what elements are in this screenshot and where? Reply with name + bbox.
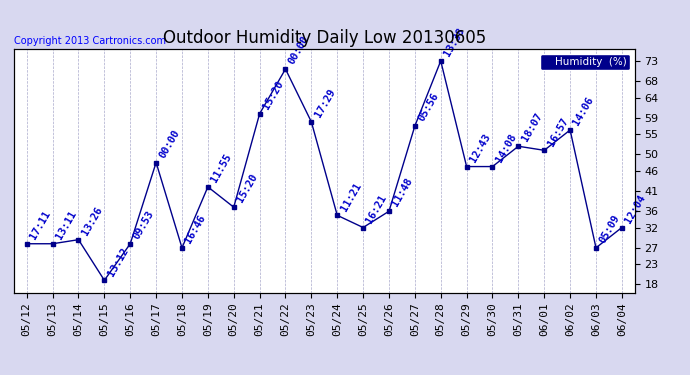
Text: 12:04: 12:04 [623,193,647,225]
Text: 16:21: 16:21 [364,193,388,225]
Text: 15:20: 15:20 [261,79,285,111]
Text: 17:29: 17:29 [313,87,337,119]
Text: 11:55: 11:55 [209,152,233,184]
Text: 16:57: 16:57 [546,116,570,147]
Text: Copyright 2013 Cartronics.com: Copyright 2013 Cartronics.com [14,36,166,46]
Text: 13:11: 13:11 [54,209,78,241]
Text: 09:53: 09:53 [132,209,156,241]
Text: 18:07: 18:07 [520,111,544,144]
Text: 00:00: 00:00 [157,128,181,160]
Text: 00:00: 00:00 [287,34,311,66]
Text: 11:21: 11:21 [339,180,363,213]
Text: 05:56: 05:56 [416,91,440,123]
Text: 14:06: 14:06 [571,95,595,127]
Text: 17:11: 17:11 [28,209,52,241]
Text: 05:09: 05:09 [598,213,622,245]
Text: 13:12: 13:12 [106,246,130,278]
Text: 13:26: 13:26 [80,205,104,237]
Legend: Humidity  (%): Humidity (%) [540,54,629,70]
Title: Outdoor Humidity Daily Low 20130605: Outdoor Humidity Daily Low 20130605 [163,29,486,47]
Text: 11:48: 11:48 [391,176,415,209]
Text: 15:20: 15:20 [235,172,259,204]
Text: 14:08: 14:08 [494,132,518,164]
Text: 13:38: 13:38 [442,26,466,58]
Text: 16:46: 16:46 [184,213,208,245]
Text: 12:43: 12:43 [468,132,492,164]
